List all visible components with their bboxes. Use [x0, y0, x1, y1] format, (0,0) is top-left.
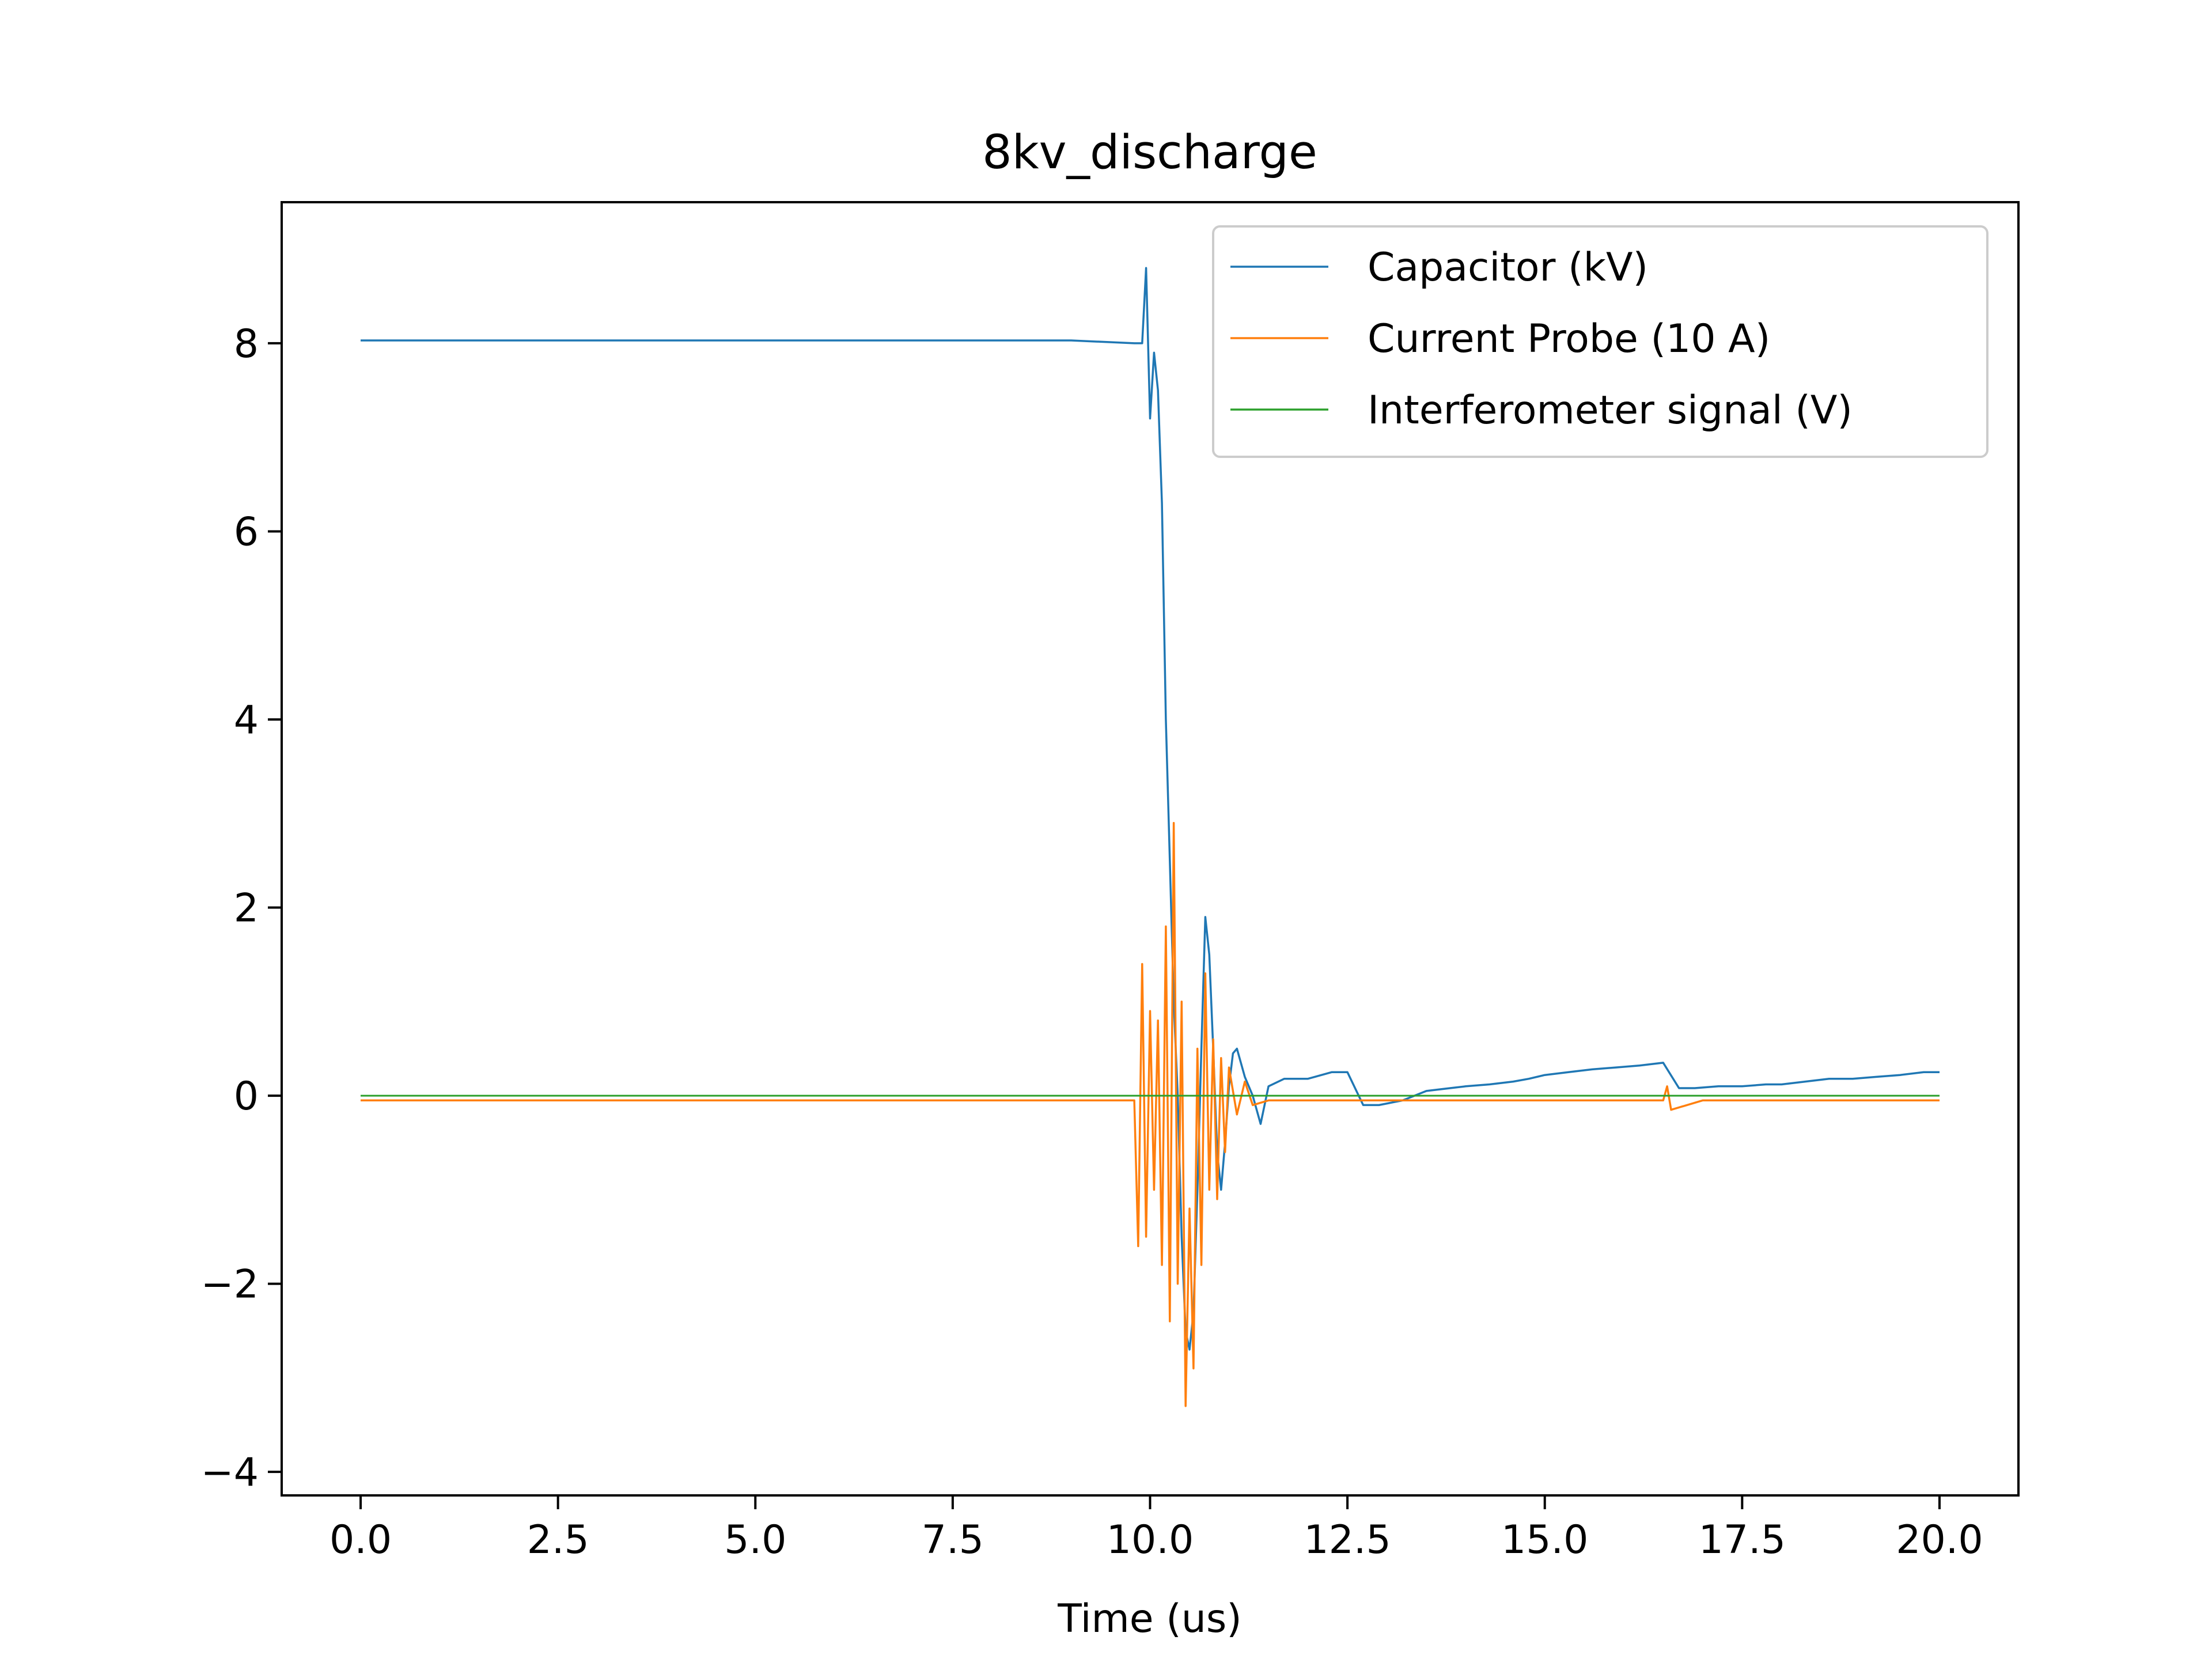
y-tick-label: −2	[201, 1262, 259, 1308]
y-tick-label: 0	[234, 1074, 259, 1119]
x-tick-label: 10.0	[1107, 1517, 1194, 1563]
x-tick-label: 20.0	[1896, 1517, 1983, 1563]
y-tick-label: 8	[234, 321, 259, 367]
y-axis: −4 −2 0 2 4 6 8	[201, 321, 282, 1495]
legend-box	[1212, 225, 1988, 458]
legend: Capacitor (kV) Current Probe (10 A) Interf…	[1212, 225, 1988, 458]
x-tick-label: 5.0	[724, 1517, 786, 1563]
x-tick-label: 17.5	[1699, 1517, 1786, 1563]
series-line-1	[361, 267, 1940, 1351]
series-layer	[361, 267, 1940, 1407]
y-tick-label: 4	[234, 698, 259, 743]
x-axis: 0.0 2.5 5.0 7.5 10.0 12.5 15.0 17.5 20.0	[329, 1495, 1983, 1563]
series-line-2	[361, 821, 1940, 1407]
legend-label-3: Interferometer signal (V)	[1368, 388, 1853, 433]
x-tick-label: 12.5	[1304, 1517, 1391, 1563]
x-tick-label: 15.0	[1501, 1517, 1588, 1563]
y-tick-label: 6	[234, 509, 259, 555]
x-tick-label: 2.5	[527, 1517, 589, 1563]
legend-label-2: Current Probe (10 A)	[1368, 316, 1770, 362]
plot-area	[361, 267, 1940, 1407]
legend-label-1: Capacitor (kV)	[1368, 245, 1648, 290]
x-tick-label: 0.0	[329, 1517, 392, 1563]
x-axis-label: Time (us)	[1057, 1596, 1242, 1642]
y-tick-label: −4	[201, 1450, 259, 1495]
x-tick-label: 7.5	[922, 1517, 984, 1563]
y-tick-label: 2	[234, 886, 259, 931]
chart-title: 8kv_discharge	[982, 126, 1317, 180]
